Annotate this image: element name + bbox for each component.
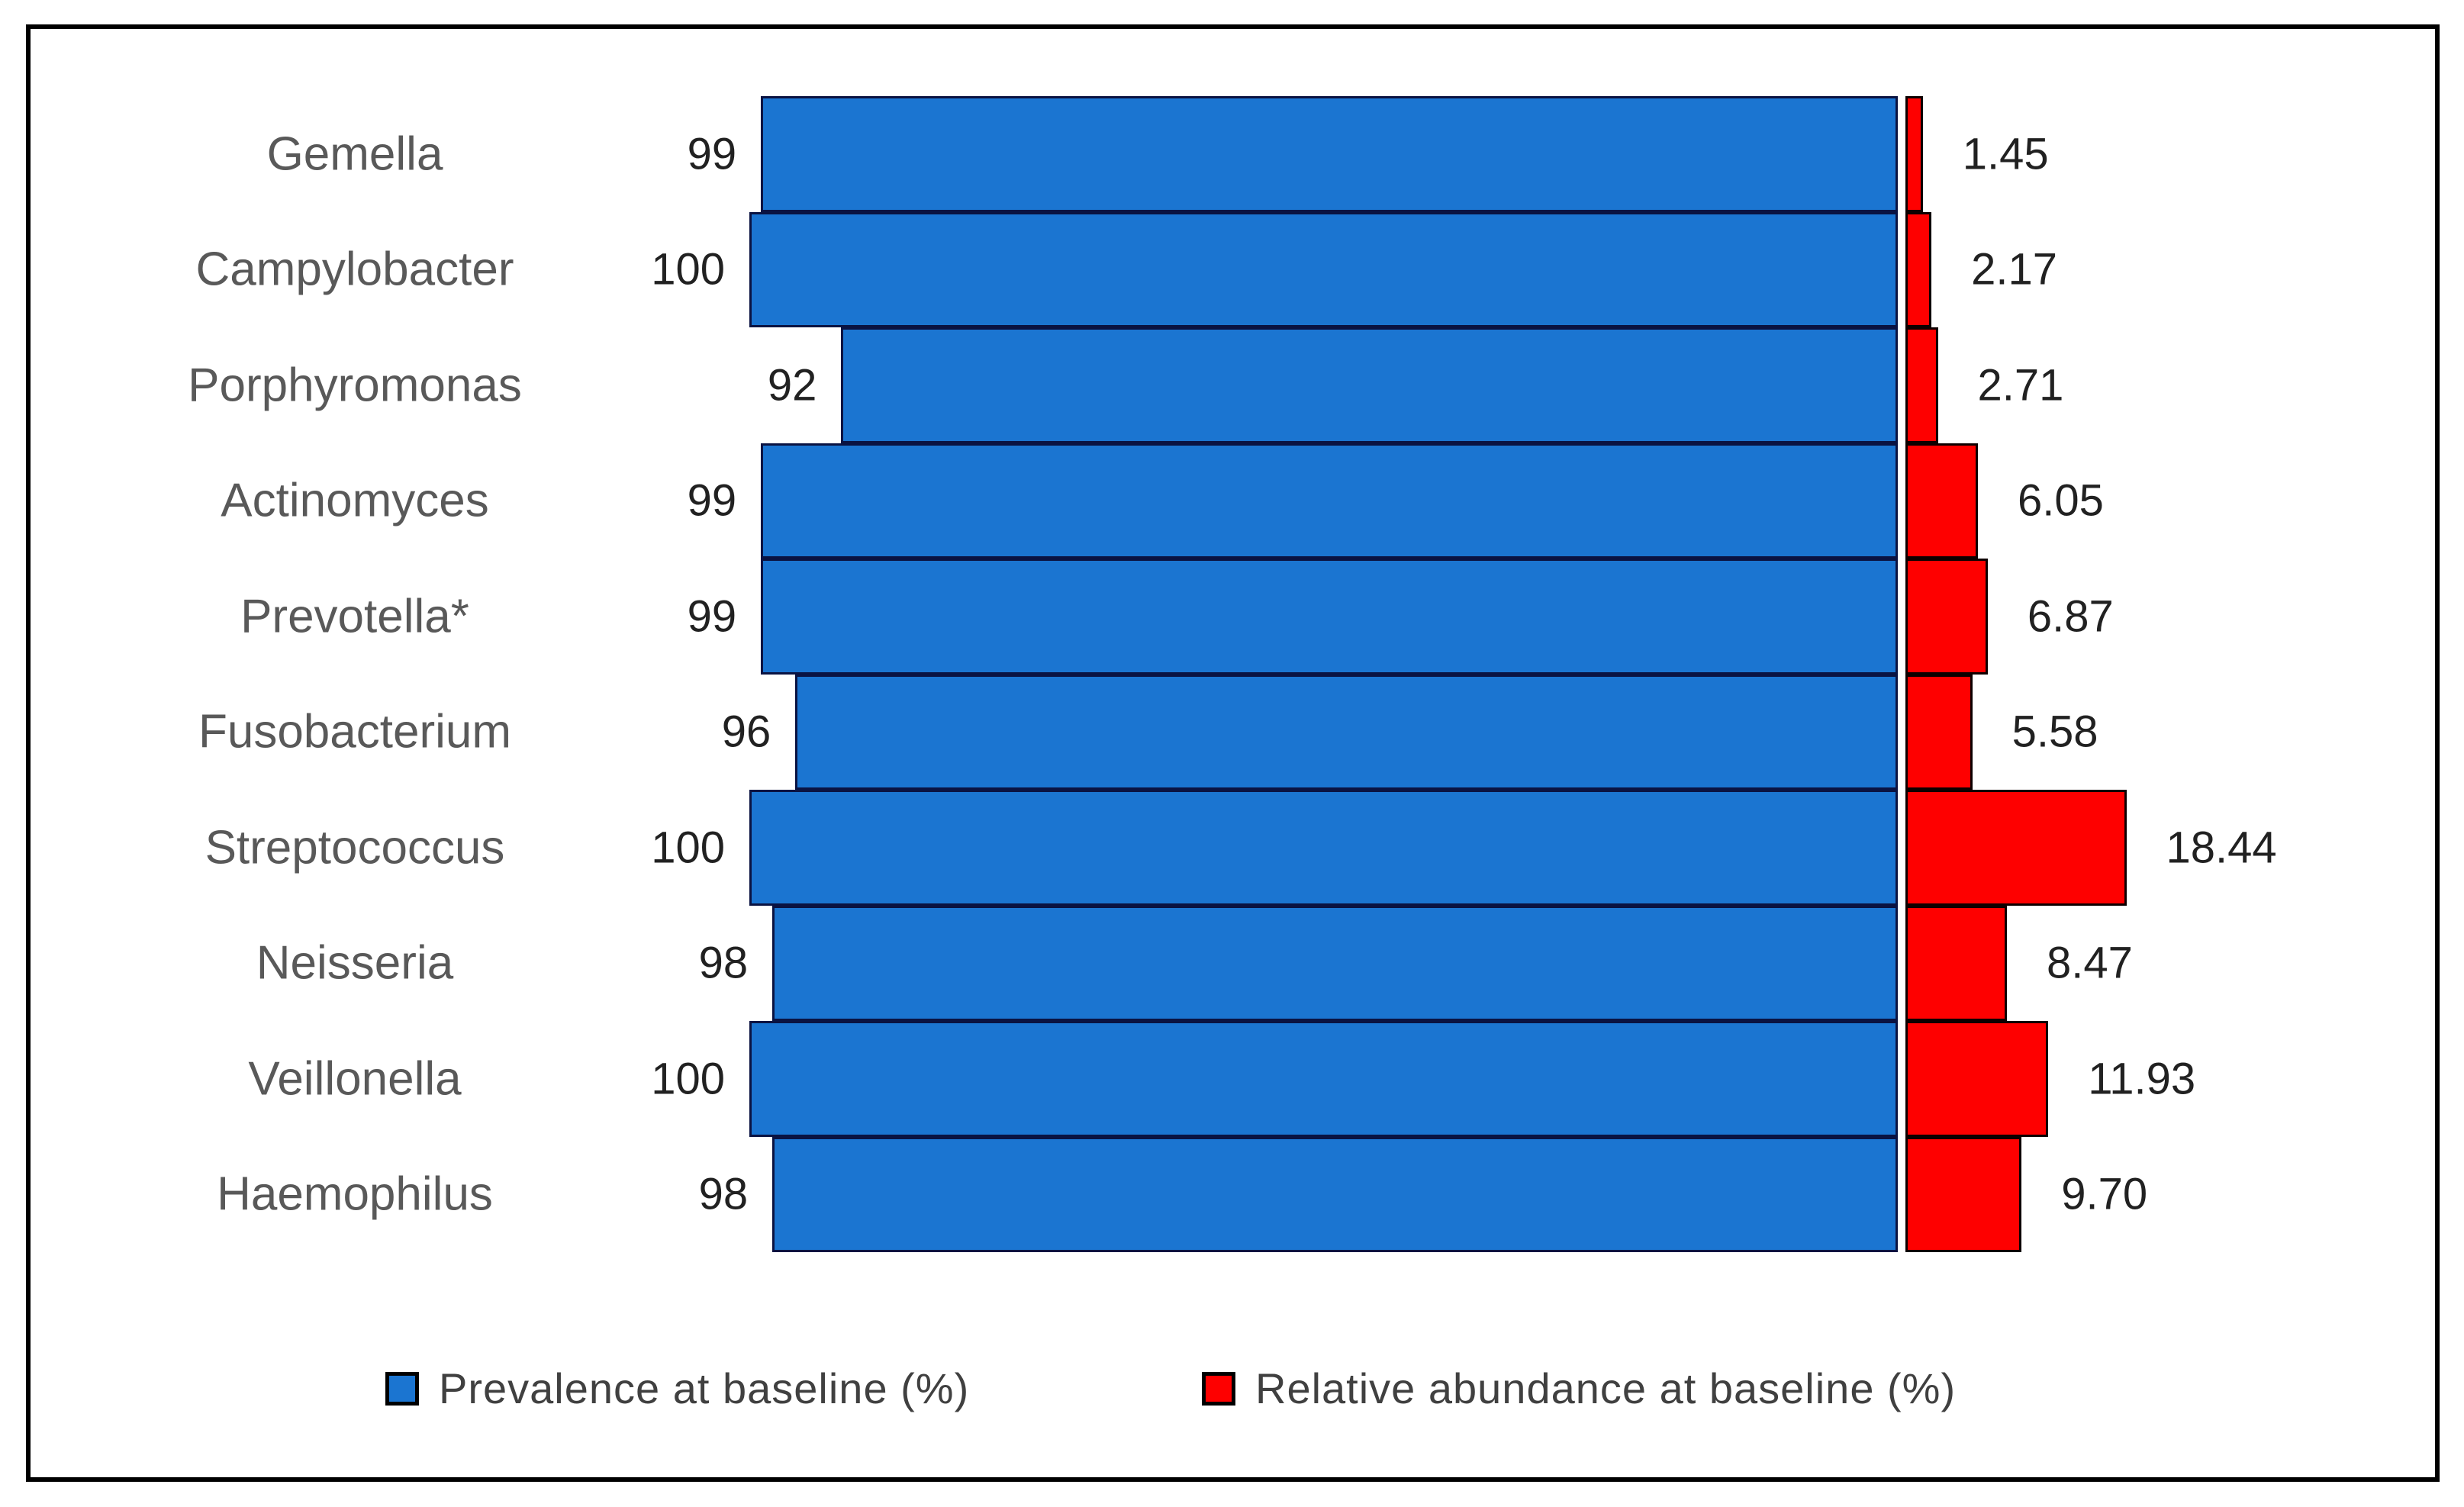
genus-label: Gemella — [266, 127, 443, 181]
abundance-value-label: 5.58 — [2011, 707, 2098, 757]
genus-label: Veillonella — [248, 1052, 462, 1106]
prevalence-value-label: 99 — [687, 591, 737, 642]
bar-row: Prevotella* 99 6.87 — [31, 559, 2435, 675]
prevalence-legend-swatch — [385, 1371, 419, 1406]
prevalence-value-label: 98 — [698, 1169, 749, 1219]
abundance-value-label: 11.93 — [2088, 1054, 2196, 1104]
bar-row: Actinomyces 99 6.05 — [31, 443, 2435, 559]
prevalence-bar — [795, 674, 1898, 790]
abundance-value-label: 2.71 — [1977, 360, 2064, 411]
prevalence-value-label: 92 — [767, 360, 817, 411]
genus-label: Prevotella* — [240, 590, 469, 643]
genus-label: Campylobacter — [195, 243, 514, 296]
prevalence-bar — [841, 327, 1898, 443]
prevalence-value-label: 99 — [687, 129, 737, 179]
abundance-bar — [1905, 96, 1923, 212]
prevalence-bar — [772, 1136, 1898, 1252]
abundance-bar — [1905, 1021, 2049, 1137]
abundance-bar — [1905, 1136, 2022, 1252]
bar-row: Streptococcus 100 18.44 — [31, 790, 2435, 906]
abundance-value-label: 9.70 — [2061, 1169, 2148, 1219]
abundance-value-label: 2.17 — [1971, 244, 2057, 295]
bar-row: Gemella 99 1.45 — [31, 96, 2435, 212]
genus-label: Neisseria — [256, 936, 454, 990]
bar-row: Haemophilus 98 9.70 — [31, 1136, 2435, 1252]
abundance-legend-label: Relative abundance at baseline (%) — [1255, 1364, 1957, 1412]
legend-item-abundance: Relative abundance at baseline (%) — [1202, 1364, 1956, 1413]
abundance-bar — [1905, 559, 1988, 675]
bar-row: Fusobacterium 96 5.58 — [31, 674, 2435, 790]
prevalence-legend-label: Prevalence at baseline (%) — [439, 1364, 970, 1412]
genus-label: Streptococcus — [205, 821, 505, 874]
prevalence-value-label: 99 — [687, 475, 737, 526]
bar-row: Veillonella 100 11.93 — [31, 1021, 2435, 1137]
abundance-value-label: 6.05 — [2018, 475, 2104, 526]
abundance-bar — [1905, 211, 1932, 327]
prevalence-bar — [761, 559, 1898, 675]
plot-area: Gemella 99 1.45 Campylobacter 100 2.17 Porphyr… — [31, 29, 2435, 1477]
abundance-value-label: 6.87 — [2027, 591, 2114, 642]
abundance-bar — [1905, 905, 2007, 1021]
prevalence-bar — [761, 443, 1898, 559]
abundance-value-label: 1.45 — [1962, 129, 2049, 179]
genus-label: Haemophilus — [217, 1167, 493, 1221]
prevalence-bar — [749, 211, 1898, 327]
prevalence-bar — [749, 790, 1898, 906]
genus-label: Actinomyces — [221, 474, 489, 527]
abundance-bar — [1905, 443, 1978, 559]
abundance-bar — [1905, 674, 1973, 790]
prevalence-value-label: 98 — [698, 938, 749, 988]
chart-frame: Gemella 99 1.45 Campylobacter 100 2.17 Porphyr… — [26, 24, 2440, 1482]
prevalence-value-label: 100 — [651, 244, 725, 295]
genus-label: Fusobacterium — [198, 705, 512, 758]
bar-row: Campylobacter 100 2.17 — [31, 211, 2435, 327]
abundance-bar — [1905, 327, 1938, 443]
prevalence-value-label: 100 — [651, 823, 725, 873]
genus-label: Porphyromonas — [188, 359, 522, 412]
abundance-bar — [1905, 790, 2127, 906]
legend-item-prevalence: Prevalence at baseline (%) — [385, 1364, 969, 1413]
bar-row: Porphyromonas 92 2.71 — [31, 327, 2435, 443]
prevalence-value-label: 96 — [721, 707, 771, 757]
prevalence-bar — [749, 1021, 1898, 1137]
prevalence-bar — [772, 905, 1898, 1021]
abundance-value-label: 18.44 — [2166, 823, 2277, 873]
abundance-value-label: 8.47 — [2047, 938, 2133, 988]
bar-row: Neisseria 98 8.47 — [31, 905, 2435, 1021]
prevalence-value-label: 100 — [651, 1054, 725, 1104]
abundance-legend-swatch — [1202, 1371, 1235, 1406]
prevalence-bar — [761, 96, 1898, 212]
